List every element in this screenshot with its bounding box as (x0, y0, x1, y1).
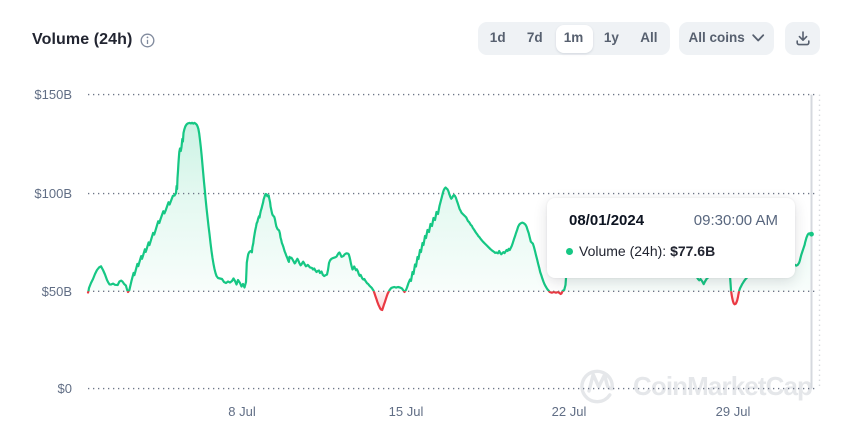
svg-text:$0: $0 (58, 381, 72, 396)
svg-text:8 Jul: 8 Jul (228, 404, 256, 419)
svg-text:29 Jul: 29 Jul (716, 404, 751, 419)
svg-text:22 Jul: 22 Jul (552, 404, 587, 419)
svg-text:CoinMarketCap: CoinMarketCap (633, 371, 812, 401)
svg-text:$150B: $150B (34, 87, 72, 102)
svg-text:$100B: $100B (34, 186, 72, 201)
svg-text:15 Jul: 15 Jul (389, 404, 424, 419)
svg-text:$50B: $50B (42, 284, 72, 299)
